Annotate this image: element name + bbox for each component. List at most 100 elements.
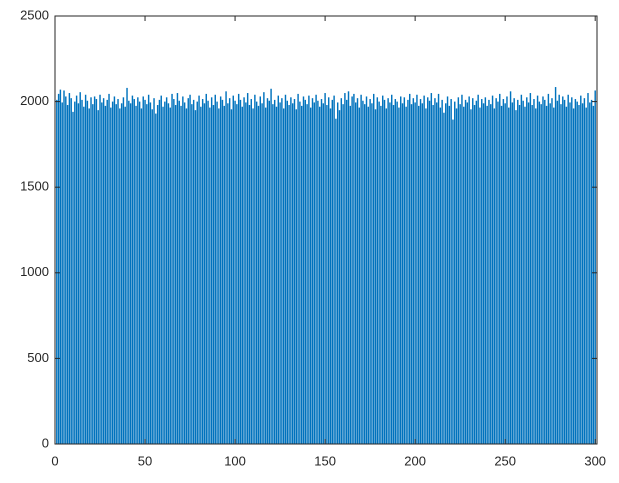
bar (115, 104, 117, 444)
bar (473, 105, 476, 445)
bar (317, 100, 319, 444)
bar (329, 108, 332, 444)
x-tick-label: 50 (138, 453, 152, 468)
bar (369, 99, 371, 445)
bar (387, 98, 389, 445)
bar (556, 100, 559, 444)
bar (547, 93, 550, 445)
bar (585, 107, 587, 444)
bar (117, 99, 119, 445)
bar (133, 99, 135, 445)
bar (493, 108, 496, 444)
bar (142, 96, 144, 445)
bar (81, 99, 83, 444)
bar (196, 101, 198, 444)
bar (234, 100, 236, 444)
bar (466, 102, 469, 445)
bar (90, 97, 92, 444)
bar (174, 105, 177, 445)
bar (185, 108, 188, 444)
bar (173, 99, 175, 445)
bar (416, 94, 418, 444)
x-tick-label: 200 (404, 453, 426, 468)
bar (68, 93, 71, 444)
bar (75, 95, 78, 444)
bar (529, 93, 532, 444)
bar (263, 92, 265, 445)
bar (308, 95, 310, 444)
bar (544, 99, 546, 444)
bar (533, 99, 535, 445)
x-tick-label: 0 (51, 453, 58, 468)
bar (299, 101, 301, 444)
bar (520, 94, 523, 444)
bar (93, 96, 96, 445)
bar (306, 104, 308, 444)
bar (578, 105, 580, 445)
bar (221, 99, 224, 444)
bar (441, 99, 443, 444)
bar (500, 105, 503, 444)
bar (531, 105, 533, 445)
bar (396, 101, 398, 444)
bar (227, 103, 229, 444)
bar (472, 98, 474, 445)
bar (540, 104, 542, 444)
bar (333, 95, 335, 444)
bar (113, 96, 116, 445)
bar (243, 97, 245, 444)
bar (248, 105, 251, 445)
bar (425, 108, 427, 444)
bar (382, 95, 384, 444)
bar (255, 101, 258, 444)
bar (491, 95, 494, 444)
bar (151, 109, 153, 444)
bar (389, 102, 391, 445)
bar (327, 97, 330, 444)
bar (241, 106, 243, 445)
bar (59, 89, 62, 444)
bar (230, 109, 233, 444)
bar (140, 108, 143, 444)
bar (155, 113, 157, 445)
bar (344, 93, 346, 444)
bar (394, 99, 397, 445)
bar (309, 107, 312, 444)
bar (295, 109, 298, 444)
bar (336, 102, 339, 445)
bar (120, 103, 123, 444)
bar (219, 96, 222, 445)
bar (223, 105, 225, 444)
bar (135, 105, 137, 444)
bar (535, 108, 537, 444)
bar (405, 106, 407, 445)
bar (128, 100, 130, 444)
bar (376, 97, 379, 444)
bar (126, 87, 128, 445)
bar (210, 97, 213, 444)
bar (311, 98, 314, 445)
bar (409, 93, 411, 445)
bar (288, 105, 290, 445)
bar (502, 99, 505, 445)
bar (162, 106, 164, 445)
bar (108, 93, 110, 445)
bar (254, 94, 256, 444)
bar (553, 107, 555, 444)
bar (291, 103, 294, 444)
bar (446, 96, 449, 445)
bar (524, 106, 526, 445)
bar (189, 94, 191, 444)
x-tick-label: 150 (314, 453, 336, 468)
bar (70, 98, 72, 445)
bar (490, 104, 492, 444)
bar (194, 110, 197, 444)
bar (470, 109, 472, 444)
bar (183, 102, 186, 445)
bar (461, 94, 463, 444)
bar (153, 98, 155, 445)
bar (284, 94, 287, 444)
bar (176, 93, 179, 444)
bar (391, 94, 393, 444)
bar (452, 119, 454, 445)
